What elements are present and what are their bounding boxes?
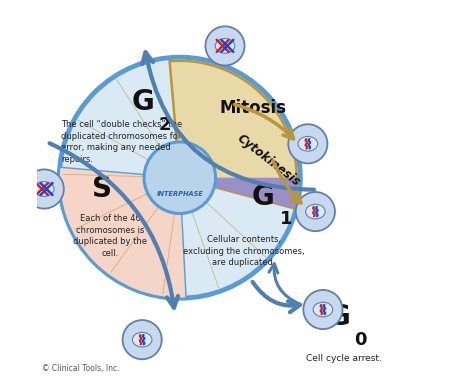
Ellipse shape	[35, 182, 54, 196]
Ellipse shape	[215, 39, 235, 53]
Text: $\mathbf{G}$: $\mathbf{G}$	[251, 183, 274, 211]
FancyArrowPatch shape	[269, 264, 301, 305]
Text: INTERPHASE: INTERPHASE	[157, 191, 204, 197]
Circle shape	[288, 124, 328, 163]
Text: $\mathbf{1}$: $\mathbf{1}$	[279, 210, 292, 228]
Circle shape	[25, 169, 64, 209]
Text: $\mathbf{2}$: $\mathbf{2}$	[158, 116, 171, 134]
Circle shape	[296, 192, 335, 231]
Text: $\mathbf{0}$: $\mathbf{0}$	[354, 331, 367, 349]
Ellipse shape	[298, 136, 318, 151]
Text: $\mathbf{S}$: $\mathbf{S}$	[91, 175, 111, 203]
Text: Cytokinesis: Cytokinesis	[234, 132, 302, 189]
Circle shape	[205, 26, 245, 65]
Circle shape	[59, 57, 300, 298]
Text: Mitosis: Mitosis	[220, 99, 287, 117]
Text: The cell “double checks” the
duplicated chromosomes for
error, making any needed: The cell “double checks” the duplicated …	[61, 120, 182, 164]
Circle shape	[122, 320, 162, 359]
Circle shape	[303, 290, 342, 329]
Text: $\mathbf{G}$: $\mathbf{G}$	[327, 303, 349, 331]
FancyArrowPatch shape	[234, 104, 293, 139]
Wedge shape	[59, 167, 186, 298]
Wedge shape	[180, 178, 297, 208]
FancyArrowPatch shape	[142, 52, 314, 190]
Text: Cellular contents,
excluding the chromosomes,
are duplicated.: Cellular contents, excluding the chromos…	[183, 235, 305, 268]
Ellipse shape	[306, 204, 325, 219]
Text: Each of the 46
chromosomes is
duplicated by the
cell.: Each of the 46 chromosomes is duplicated…	[73, 214, 147, 258]
Ellipse shape	[313, 302, 333, 317]
FancyArrowPatch shape	[252, 282, 300, 312]
FancyArrowPatch shape	[50, 143, 178, 308]
Text: $\mathbf{G}$: $\mathbf{G}$	[131, 88, 153, 116]
Circle shape	[144, 142, 216, 214]
FancyArrowPatch shape	[273, 161, 301, 203]
Wedge shape	[170, 61, 297, 208]
Text: © Clinical Tools, Inc.: © Clinical Tools, Inc.	[42, 364, 120, 373]
Text: Cell cycle arrest.: Cell cycle arrest.	[306, 354, 382, 363]
Ellipse shape	[132, 332, 152, 347]
